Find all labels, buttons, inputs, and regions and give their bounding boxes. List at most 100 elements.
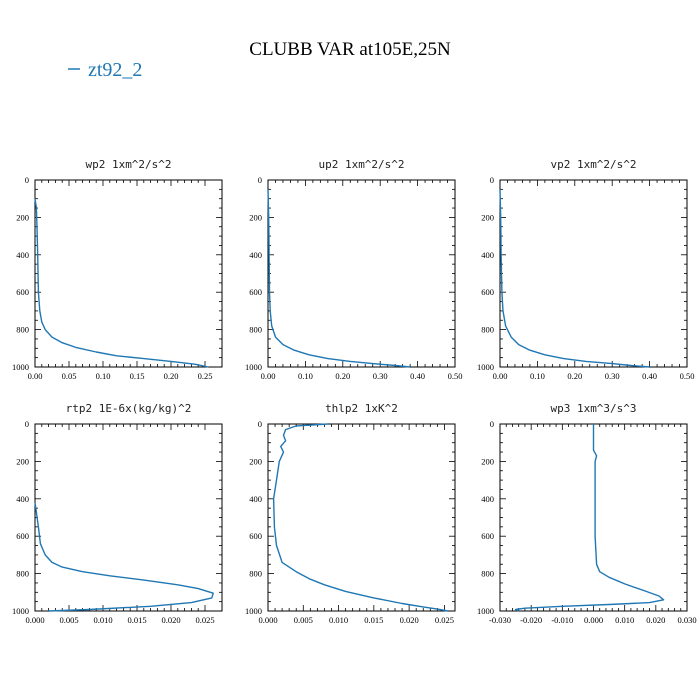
x-tick-label: 0.000 [258, 615, 277, 625]
x-tick-label: 0.10 [96, 371, 111, 381]
y-tick-label: 0 [490, 175, 494, 185]
y-tick-label: 1000 [477, 362, 494, 372]
x-tick-label: 0.015 [364, 615, 383, 625]
y-tick-label: 200 [16, 212, 29, 222]
legend: zt92_2 [68, 59, 142, 81]
y-tick-label: 600 [481, 531, 494, 541]
x-tick-label: 0.005 [294, 615, 313, 625]
series-line-zt92_2 [34, 502, 214, 612]
series-line-zt92_2 [514, 424, 665, 612]
y-tick-label: 600 [16, 287, 29, 297]
series-line-zt92_2 [499, 189, 650, 368]
x-tick-label: 0.020 [646, 615, 665, 625]
y-tick-label: 400 [481, 494, 494, 504]
plot-frame [499, 179, 688, 368]
panel-title: up2 1xm^2/s^2 [318, 158, 404, 171]
y-tick-label: 600 [481, 287, 494, 297]
x-tick-label: 0.015 [127, 615, 146, 625]
y-tick-label: 200 [481, 456, 494, 466]
x-tick-label: 0.15 [130, 371, 145, 381]
series-line-zt92_2 [272, 423, 449, 612]
y-tick-label: 0 [25, 175, 29, 185]
y-tick-label: 1000 [245, 362, 262, 372]
x-tick-label: 0.20 [335, 371, 350, 381]
y-tick-label: 0 [258, 419, 262, 429]
x-tick-label: 0.00 [261, 371, 276, 381]
panel-1: wp2 1xm^2/s^2 0.00 0.05 0.10 0.15 0.20 0.25 0 20… [12, 158, 223, 381]
x-tick-label: 0.20 [567, 371, 582, 381]
x-tick-label: 0.30 [373, 371, 388, 381]
y-tick-label: 600 [16, 531, 29, 541]
x-tick-label: 0.010 [615, 615, 634, 625]
panel-title: rtp2 1E-6x(kg/kg)^2 [66, 402, 192, 415]
y-tick-label: 400 [249, 494, 262, 504]
y-tick-label: 1000 [12, 362, 29, 372]
panel-title: wp3 1xm^3/s^3 [550, 402, 636, 415]
x-tick-label: 0.25 [198, 371, 213, 381]
x-tick-label: 0.40 [410, 371, 425, 381]
x-tick-label: 0.50 [448, 371, 463, 381]
x-tick-label: 0.40 [642, 371, 657, 381]
panel-title: wp2 1xm^2/s^2 [85, 158, 171, 171]
x-tick-label: 0.20 [164, 371, 179, 381]
y-tick-label: 800 [481, 569, 494, 579]
series-line-zt92_2 [267, 189, 411, 368]
series-line-zt92_2 [34, 198, 209, 368]
x-tick-label: 0.00 [493, 371, 508, 381]
y-tick-label: 1000 [12, 606, 29, 616]
panel-5: thlp2 1xK^2 0.000 0.005 0.010 0.015 0.020 0.02… [245, 402, 456, 625]
x-tick-label: 0.010 [93, 615, 112, 625]
plot-frame [267, 423, 456, 612]
x-tick-label: 0.020 [400, 615, 419, 625]
y-tick-label: 1000 [477, 606, 494, 616]
x-tick-label: 0.30 [605, 371, 620, 381]
x-tick-label: 0.05 [62, 371, 77, 381]
x-tick-label: 0.000 [584, 615, 603, 625]
y-tick-label: 0 [490, 419, 494, 429]
panel-2: up2 1xm^2/s^2 0.00 0.10 0.20 0.30 0.40 0.50 0 20… [245, 158, 462, 381]
panel-3: vp2 1xm^2/s^2 0.00 0.10 0.20 0.30 0.40 0.50 0 20… [477, 158, 694, 381]
x-tick-label: 0.020 [161, 615, 180, 625]
x-tick-label: -0.020 [520, 615, 542, 625]
plot-frame [34, 423, 223, 612]
plot-frame [499, 423, 688, 612]
y-tick-label: 0 [258, 175, 262, 185]
x-tick-label: 0.025 [435, 615, 454, 625]
y-tick-label: 800 [16, 325, 29, 335]
y-tick-label: 400 [16, 250, 29, 260]
y-tick-label: 400 [481, 250, 494, 260]
x-tick-label: 0.10 [530, 371, 545, 381]
panel-title: thlp2 1xK^2 [325, 402, 398, 415]
y-tick-label: 400 [16, 494, 29, 504]
y-tick-label: 800 [481, 325, 494, 335]
plot-frame [34, 179, 223, 368]
y-tick-label: 200 [249, 456, 262, 466]
y-tick-label: 800 [16, 569, 29, 579]
panel-6: wp3 1xm^3/s^3 -0.030 -0.020 -0.010 0.000 0.01… [477, 402, 697, 625]
y-tick-label: 200 [16, 456, 29, 466]
x-tick-label: -0.010 [551, 615, 573, 625]
y-tick-label: 200 [249, 212, 262, 222]
y-tick-label: 200 [481, 212, 494, 222]
x-tick-label: -0.030 [489, 615, 511, 625]
x-tick-label: 0.025 [195, 615, 214, 625]
y-tick-label: 400 [249, 250, 262, 260]
panel-title: vp2 1xm^2/s^2 [550, 158, 636, 171]
y-tick-label: 600 [249, 531, 262, 541]
figure-title: CLUBB VAR at105E,25N [249, 39, 451, 60]
y-tick-label: 800 [249, 569, 262, 579]
y-tick-label: 800 [249, 325, 262, 335]
panels: wp2 1xm^2/s^2 0.00 0.05 0.10 0.15 0.20 0.25 0 20… [12, 158, 697, 625]
y-tick-label: 1000 [245, 606, 262, 616]
x-tick-label: 0.00 [28, 371, 43, 381]
x-tick-label: 0.010 [329, 615, 348, 625]
legend-label-zt92_2: zt92_2 [88, 59, 142, 81]
x-tick-label: 0.005 [59, 615, 78, 625]
x-tick-label: 0.000 [25, 615, 44, 625]
x-tick-label: 0.50 [680, 371, 695, 381]
x-tick-label: 0.030 [677, 615, 696, 625]
panel-4: rtp2 1E-6x(kg/kg)^2 0.000 0.005 0.010 0.015 0… [12, 402, 223, 625]
y-tick-label: 0 [25, 419, 29, 429]
y-tick-label: 600 [249, 287, 262, 297]
